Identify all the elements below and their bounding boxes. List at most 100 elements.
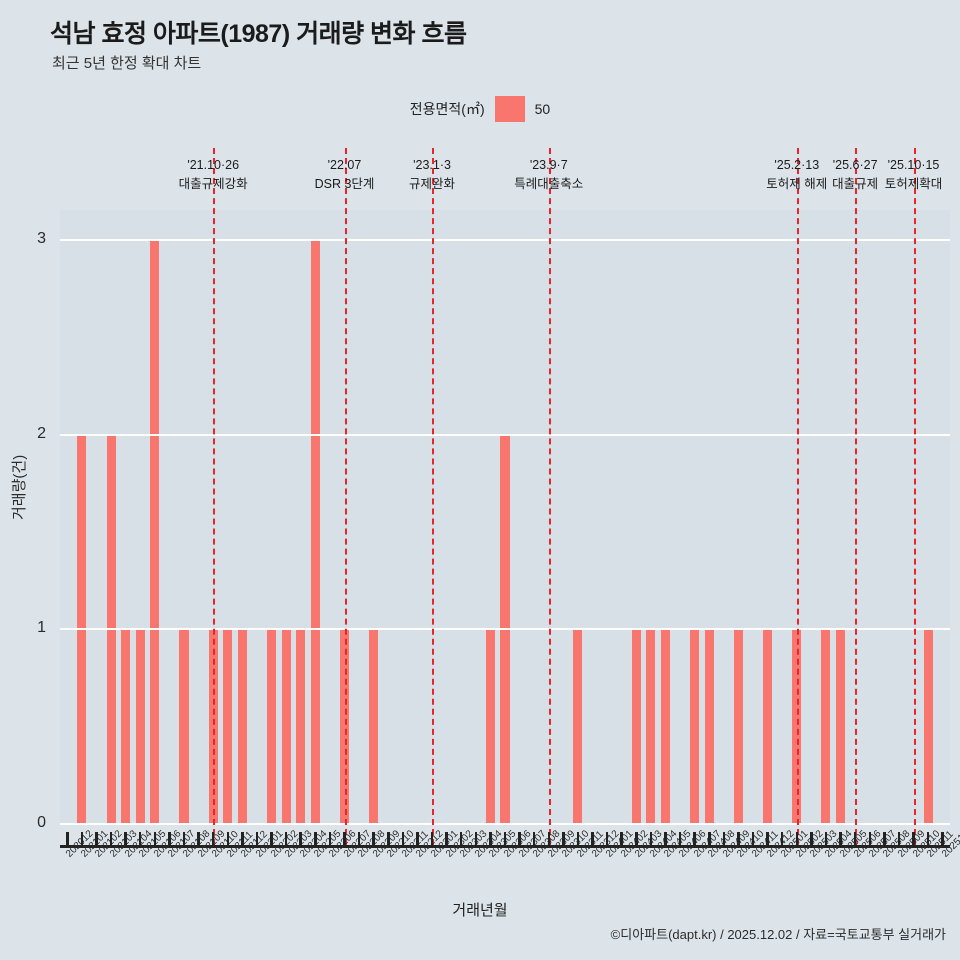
bar — [179, 628, 189, 823]
bar — [281, 628, 291, 823]
event-annotation-text: 대출규제강화 — [178, 177, 248, 192]
bar — [733, 628, 743, 823]
page-title: 석남 효정 아파트(1987) 거래량 변화 흐름 — [50, 20, 467, 48]
x-axis-tick-mark — [372, 832, 375, 846]
x-axis-tick-mark — [95, 832, 98, 846]
event-annotation-date: '21.10·26 — [187, 158, 240, 172]
x-axis-tick-mark — [80, 832, 84, 846]
bar — [923, 628, 933, 823]
event-annotation-date: '25.6·27 — [832, 158, 878, 172]
x-axis-tick-mark — [314, 832, 317, 846]
x-axis-tick-mark — [503, 832, 507, 846]
x-axis-tick-mark — [591, 832, 594, 846]
plot-area — [60, 148, 950, 845]
x-axis-tick-mark — [168, 832, 171, 846]
bar — [485, 628, 495, 823]
event-annotation: '25.2·13 토허제 해제 — [766, 156, 827, 195]
event-annotation-date: '23.9·7 — [529, 158, 568, 172]
bar-series — [60, 210, 950, 823]
y-axis-title: 거래량(건) — [11, 454, 28, 520]
x-axis-tick-mark — [562, 832, 565, 846]
bar — [267, 628, 277, 823]
x-axis-tick-mark — [138, 832, 142, 846]
event-annotation-text: 규제완화 — [409, 177, 456, 192]
event-vertical-line — [432, 148, 435, 845]
x-axis-tick-mark — [795, 832, 799, 846]
x-axis-tick-mark — [708, 832, 711, 846]
y-axis-tick-label: 1 — [37, 619, 46, 637]
x-axis-tick-mark — [635, 832, 638, 846]
x-axis-tick-mark — [941, 832, 944, 846]
x-axis-tick-mark — [839, 832, 842, 846]
x-axis-tick-mark — [605, 832, 609, 846]
event-annotation-text: 토허제 해제 — [766, 177, 828, 192]
x-axis-tick-mark — [299, 832, 302, 846]
x-axis-tick-mark — [211, 832, 215, 846]
x-axis-tick-mark — [357, 832, 361, 846]
x-axis-tick-mark — [255, 832, 259, 846]
x-axis-tick-mark — [474, 832, 478, 846]
x-axis-tick-mark — [737, 832, 740, 846]
bar — [646, 628, 656, 823]
event-annotation-text: 특례대출축소 — [514, 177, 584, 192]
event-vertical-line — [796, 148, 799, 845]
bar — [690, 628, 700, 823]
y-axis-tick-label: 3 — [37, 230, 46, 248]
bar — [821, 628, 831, 823]
x-axis-tick-mark — [445, 832, 448, 846]
x-axis-tick-mark — [693, 832, 696, 846]
event-annotation-date: '23.1·3 — [413, 158, 451, 172]
x-axis-tick-mark — [766, 832, 769, 846]
x-axis-tick-mark — [664, 832, 667, 846]
event-vertical-line — [855, 148, 858, 845]
bar — [237, 628, 247, 823]
x-axis-tick-mark — [912, 832, 915, 846]
gridline — [60, 433, 950, 436]
bar — [631, 628, 641, 823]
gridline — [60, 823, 950, 825]
x-axis-tick-mark — [66, 832, 69, 846]
event-annotation-date: '25.10·15 — [887, 158, 940, 172]
x-axis-line — [60, 845, 950, 848]
x-axis-tick-mark — [926, 832, 930, 846]
x-axis-tick-mark — [810, 832, 813, 846]
x-axis-tick-mark — [226, 832, 230, 846]
bar — [763, 628, 773, 823]
event-annotation: '25.10·15 토허제확대 — [885, 156, 943, 195]
event-annotation-date: '25.2·13 — [774, 158, 820, 172]
x-axis-tick-mark — [124, 832, 127, 846]
footer-credit: ©디아파트(dapt.kr) / 2025.12.02 / 자료=국토교통부 실… — [610, 927, 946, 942]
x-axis-tick-mark — [241, 832, 244, 846]
event-annotation: '21.10·26 대출규제강화 — [179, 156, 248, 195]
x-axis-tick-mark — [416, 832, 419, 846]
bar — [223, 628, 233, 823]
page-subtitle: 최근 5년 한정 확대 차트 — [52, 55, 202, 72]
x-axis-tick-mark — [649, 832, 653, 846]
bar — [310, 239, 320, 823]
x-axis-tick-mark — [284, 832, 288, 846]
event-annotation: '23.9·7 특례대출축소 — [514, 156, 583, 195]
event-annotation-date: '22.07 — [327, 158, 362, 172]
x-axis-tick-mark — [824, 832, 828, 846]
x-axis-tick-mark — [576, 832, 580, 846]
chart-legend: 전용면적(㎡) 50 — [0, 96, 960, 122]
x-axis-tick-mark — [751, 832, 755, 846]
bar — [704, 628, 714, 823]
event-annotation: '22.07 DSR 3단계 — [315, 156, 375, 195]
x-axis-tick-mark — [343, 832, 346, 846]
bar — [296, 628, 306, 823]
bar — [660, 628, 670, 823]
event-annotation-text: DSR 3단계 — [314, 177, 375, 192]
x-axis-tick-mark — [182, 832, 186, 846]
event-annotation: '23.1·3 규제완화 — [409, 156, 455, 195]
event-vertical-line — [344, 148, 347, 845]
x-axis-tick-mark — [722, 832, 726, 846]
x-axis-tick-mark — [678, 832, 682, 846]
x-axis-title: 거래년월 — [452, 902, 508, 919]
x-axis-tick-mark — [780, 832, 784, 846]
x-axis-tick-mark — [401, 832, 405, 846]
bar — [792, 628, 802, 823]
y-axis-tick-label: 2 — [37, 424, 46, 442]
bar — [573, 628, 583, 823]
